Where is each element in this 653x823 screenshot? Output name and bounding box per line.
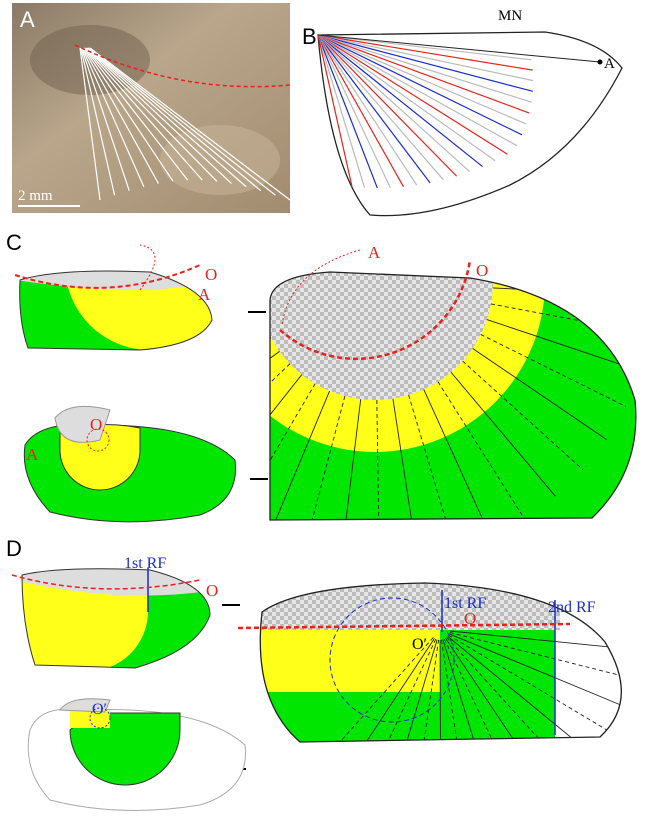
center-label: O′ <box>412 636 427 653</box>
center-label: O′ <box>92 701 107 718</box>
wing-small-bottom <box>28 699 245 811</box>
wing-small-top <box>15 560 215 670</box>
point-label: A <box>368 243 381 262</box>
panel-label: A <box>20 7 35 32</box>
figure: A 2 mm B MN A C O A A O O A D 1st RF O 1… <box>0 0 653 823</box>
point-label: A <box>26 445 39 464</box>
fold-label: 1st RF <box>124 555 166 572</box>
origin-label: O <box>464 609 476 628</box>
origin-label: O <box>90 415 102 434</box>
marker-label: MN <box>498 8 522 24</box>
point <box>598 60 603 65</box>
origin-label: O <box>205 265 217 284</box>
wing-small-bottom <box>24 406 235 521</box>
point-label: A <box>198 285 211 304</box>
panel-a: A 2 mm <box>12 3 290 213</box>
point-label: A <box>604 56 615 72</box>
panel-label: D <box>6 536 22 561</box>
panel-d: D 1st RF O 1st RF 2nd RF O O′ O′ <box>6 536 650 823</box>
origin-label: O <box>206 581 218 600</box>
panel-label: B <box>302 24 317 49</box>
panel-label: C <box>6 230 22 255</box>
fold-label: 2nd RF <box>548 599 596 616</box>
origin-label: O <box>476 261 488 280</box>
scale-bar-label: 2 mm <box>18 188 53 204</box>
panel-b: B MN A <box>302 8 622 216</box>
